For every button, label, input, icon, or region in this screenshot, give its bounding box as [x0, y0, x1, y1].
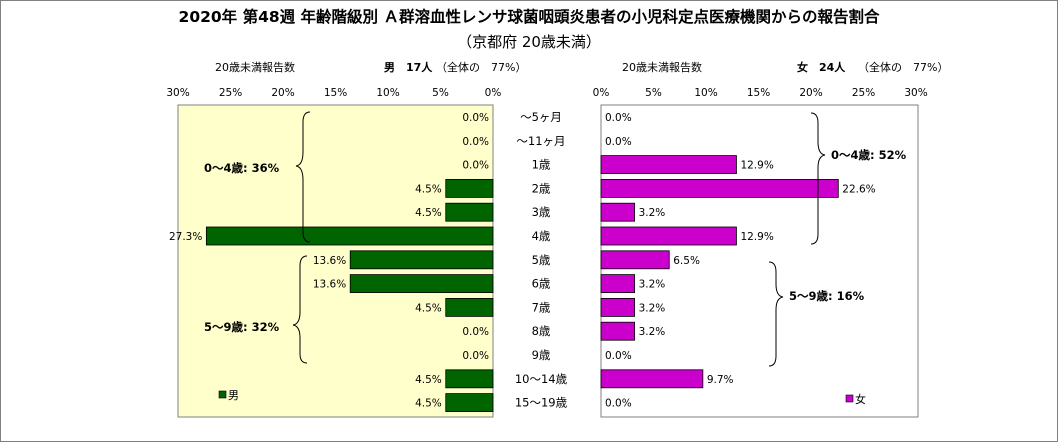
right-share-text: （全体の 77%）: [858, 60, 948, 74]
male-value-label: 4.5%: [415, 398, 442, 410]
female-bar: [600, 274, 635, 294]
left-axis-ticks: 0% 5% 10% 15% 20% 25% 30%: [166, 87, 501, 99]
right-tick-label: 0%: [593, 87, 610, 99]
left-bracket-label-0-4: 0～4歳: 36%: [204, 161, 280, 175]
left-tick-label: 20%: [271, 87, 294, 99]
right-sex-count: 女 24人: [797, 60, 846, 74]
left-bracket-5-9: [292, 255, 308, 364]
male-value-label: 0.0%: [462, 350, 489, 362]
category-labels: ～5ヶ月 ～11ヶ月 1歳 2歳 3歳 4歳 5歳 6歳 7歳 8歳 9歳 10～14歳 15～19歳: [515, 110, 568, 410]
male-value-label: 27.3%: [169, 231, 202, 243]
female-bar: [600, 297, 635, 317]
female-value-label: 3.2%: [639, 326, 666, 338]
right-bracket-label-0-4: 0～4歳: 52%: [831, 148, 907, 162]
right-tick-label: 5%: [645, 87, 662, 99]
male-bar: [445, 297, 494, 317]
category-label: 5歳: [532, 253, 551, 267]
chart-subtitle: （京都府 20歳未満）: [457, 33, 601, 51]
right-bracket-5-9: [768, 261, 784, 367]
right-tick-label: 25%: [852, 87, 875, 99]
female-bar: [600, 178, 839, 198]
category-label: 1歳: [532, 158, 551, 172]
female-value-label: 0.0%: [605, 398, 632, 410]
female-value-label: 0.0%: [605, 350, 632, 362]
right-tick-label: 15%: [747, 87, 770, 99]
category-label: 4歳: [532, 229, 551, 243]
category-label: 8歳: [532, 324, 551, 338]
male-bars: [205, 178, 494, 413]
male-value-label: 13.6%: [313, 279, 346, 291]
male-value-label: 0.0%: [462, 326, 489, 338]
left-count-label: 20歳未満報告数: [215, 61, 295, 74]
left-tick-label: 25%: [219, 87, 242, 99]
female-bar: [600, 369, 704, 389]
female-bar: [600, 155, 737, 175]
female-value-label: 12.9%: [740, 231, 773, 243]
male-bar: [349, 274, 494, 294]
chart-title: 2020年 第48週 年齢階級別 Ａ群溶血性レンサ球菌咽頭炎患者の小児科定点医療…: [179, 7, 880, 26]
male-value-label: 4.5%: [415, 183, 442, 195]
male-bar: [445, 369, 494, 389]
category-label: 10～14歳: [515, 372, 568, 386]
category-label: 3歳: [532, 205, 551, 219]
right-count-label: 20歳未満報告数: [622, 61, 702, 74]
left-sex-count: 男 17人: [384, 60, 433, 74]
female-bar: [600, 250, 670, 270]
male-value-label: 4.5%: [415, 207, 442, 219]
female-value-label: 3.2%: [639, 279, 666, 291]
female-value-label: 3.2%: [639, 302, 666, 314]
male-bar: [445, 202, 494, 222]
left-tick-label: 5%: [432, 87, 449, 99]
female-value-label: 22.6%: [842, 183, 875, 195]
female-value-label: 12.9%: [740, 160, 773, 172]
category-label: ～11ヶ月: [516, 134, 565, 148]
right-tick-label: 30%: [904, 87, 927, 99]
female-bar: [600, 226, 737, 246]
left-tick-label: 0%: [485, 87, 502, 99]
female-value-label: 0.0%: [605, 136, 632, 148]
right-bracket-0-4: [810, 112, 826, 245]
category-label: 6歳: [532, 277, 551, 291]
left-tick-label: 15%: [324, 87, 347, 99]
female-value-label: 3.2%: [639, 207, 666, 219]
male-value-label: 0.0%: [462, 160, 489, 172]
female-legend-swatch: [845, 394, 854, 403]
male-legend-label: 男: [228, 389, 239, 402]
female-value-label: 0.0%: [605, 112, 632, 124]
female-bars: [600, 155, 839, 389]
male-value-label: 13.6%: [313, 255, 346, 267]
male-value-label: 4.5%: [415, 374, 442, 386]
male-value-labels: 0.0% 0.0% 0.0% 4.5% 4.5% 27.3% 13.6% 13.6% 4.5% 0…: [169, 112, 489, 410]
male-bar: [349, 250, 494, 270]
female-bar: [600, 202, 635, 222]
female-value-labels: 0.0% 0.0% 12.9% 22.6% 3.2% 12.9% 6.5% 3.2% 3.2% 3…: [605, 112, 876, 410]
right-tick-label: 10%: [694, 87, 717, 99]
male-value-label: 0.0%: [462, 112, 489, 124]
category-label: 2歳: [532, 181, 551, 195]
female-value-label: 9.7%: [707, 374, 734, 386]
right-bracket-label-5-9: 5～9歳: 16%: [789, 289, 865, 303]
left-bracket-label-5-9: 5～9歳: 32%: [204, 320, 280, 334]
right-tick-label: 20%: [799, 87, 822, 99]
female-legend-label: 女: [855, 392, 866, 406]
right-axis-ticks: 0% 5% 10% 15% 20% 25% 30%: [593, 87, 928, 99]
female-bar: [600, 321, 635, 341]
category-label: 7歳: [532, 300, 551, 314]
male-bar: [205, 226, 494, 246]
male-value-label: 0.0%: [462, 136, 489, 148]
left-share-text: （全体の 77%）: [436, 60, 526, 74]
male-value-label: 4.5%: [415, 302, 442, 314]
left-tick-label: 10%: [376, 87, 399, 99]
category-label: 15～19歳: [515, 396, 568, 410]
female-value-label: 6.5%: [673, 255, 700, 267]
category-label: ～5ヶ月: [520, 110, 562, 124]
left-tick-label: 30%: [166, 87, 189, 99]
left-bracket-0-4: [295, 111, 311, 243]
male-bar: [445, 393, 494, 413]
male-bar: [445, 178, 494, 198]
category-label: 9歳: [532, 348, 551, 362]
male-legend-swatch: [218, 390, 227, 399]
